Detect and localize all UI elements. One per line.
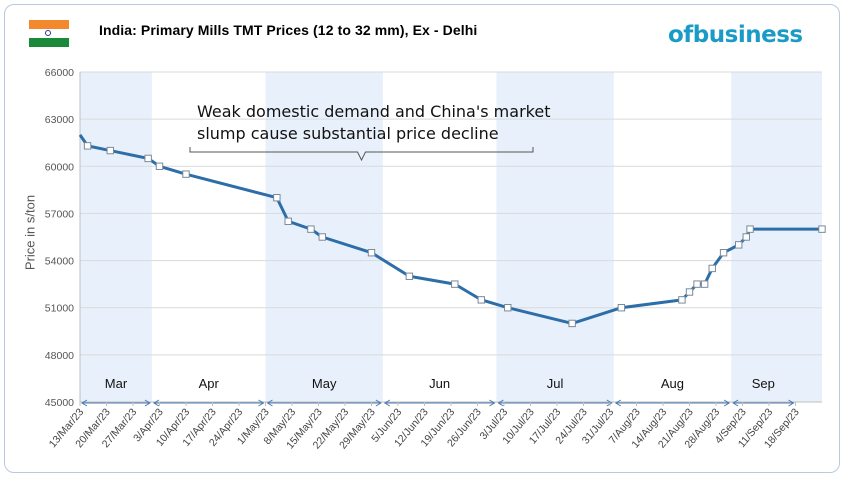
arrow-head-right xyxy=(375,399,382,407)
data-point xyxy=(451,280,459,288)
ofbusiness-logo: ofbusiness xyxy=(668,22,803,48)
y-tick-label: 51000 xyxy=(45,303,74,315)
data-point xyxy=(83,142,92,150)
arrow-head-left xyxy=(732,399,739,407)
month-label-jun: Jun xyxy=(429,376,450,391)
data-point xyxy=(693,280,701,288)
data-point xyxy=(182,170,190,178)
arrow-head-left xyxy=(152,399,160,407)
arrow-head-right xyxy=(258,399,265,407)
data-point xyxy=(617,304,626,312)
arrow-head-left xyxy=(266,399,273,407)
month-shade-jul xyxy=(496,72,614,402)
data-point xyxy=(685,288,694,296)
data-point xyxy=(155,162,164,170)
month-label-sep: Sep xyxy=(752,376,775,391)
data-point xyxy=(746,225,754,233)
month-shade-mar xyxy=(80,72,152,402)
annotation-line-1: Weak domestic demand and China's market xyxy=(197,102,551,121)
y-tick-label: 45000 xyxy=(45,397,74,409)
month-label-may: May xyxy=(312,376,337,391)
arrow-head-right xyxy=(788,399,795,407)
arrow-head-right xyxy=(723,399,731,407)
data-point xyxy=(273,194,281,202)
arrow-head-left xyxy=(81,399,88,407)
y-tick-label: 54000 xyxy=(45,256,74,268)
data-point xyxy=(106,146,114,155)
month-label-aug: Aug xyxy=(661,376,684,391)
y-tick-label: 63000 xyxy=(45,114,74,126)
data-point xyxy=(700,280,709,288)
month-label-apr: Apr xyxy=(199,376,220,391)
india-flag-icon xyxy=(29,20,69,47)
data-point xyxy=(144,154,152,163)
chart-annotation: Weak domestic demand and China's market … xyxy=(197,101,557,145)
y-axis-label: Price in s/ton xyxy=(22,194,38,271)
data-point xyxy=(568,319,576,328)
data-point xyxy=(367,249,376,257)
arrow-head-right xyxy=(144,399,151,407)
y-tick-label: 66000 xyxy=(45,67,74,79)
data-point xyxy=(735,241,743,249)
data-point xyxy=(477,296,485,304)
price-line xyxy=(78,134,822,325)
y-tick-label: 60000 xyxy=(45,161,74,173)
annotation-line-2: slump cause substantial price decline xyxy=(197,124,499,143)
arrow-head-left xyxy=(383,399,391,407)
data-point xyxy=(307,225,315,233)
data-point xyxy=(405,272,414,280)
month-label-mar: Mar xyxy=(105,376,128,391)
arrow-head-right xyxy=(606,399,613,407)
data-point xyxy=(708,264,716,273)
arrow-head-left xyxy=(497,399,504,407)
annotation-bracket xyxy=(189,147,534,162)
data-point xyxy=(678,296,686,304)
data-point xyxy=(504,304,512,312)
arrow-head-right xyxy=(489,399,496,407)
month-label-jul: Jul xyxy=(547,376,564,391)
arrow-head-left xyxy=(614,399,622,407)
y-tick-label: 57000 xyxy=(45,208,74,220)
data-point xyxy=(818,225,826,233)
data-point xyxy=(742,233,750,241)
data-point xyxy=(318,233,326,241)
data-point xyxy=(284,217,292,225)
data-point xyxy=(719,249,728,257)
chart-title: India: Primary Mills TMT Prices (12 to 3… xyxy=(99,22,478,38)
y-tick-label: 48000 xyxy=(45,350,74,362)
